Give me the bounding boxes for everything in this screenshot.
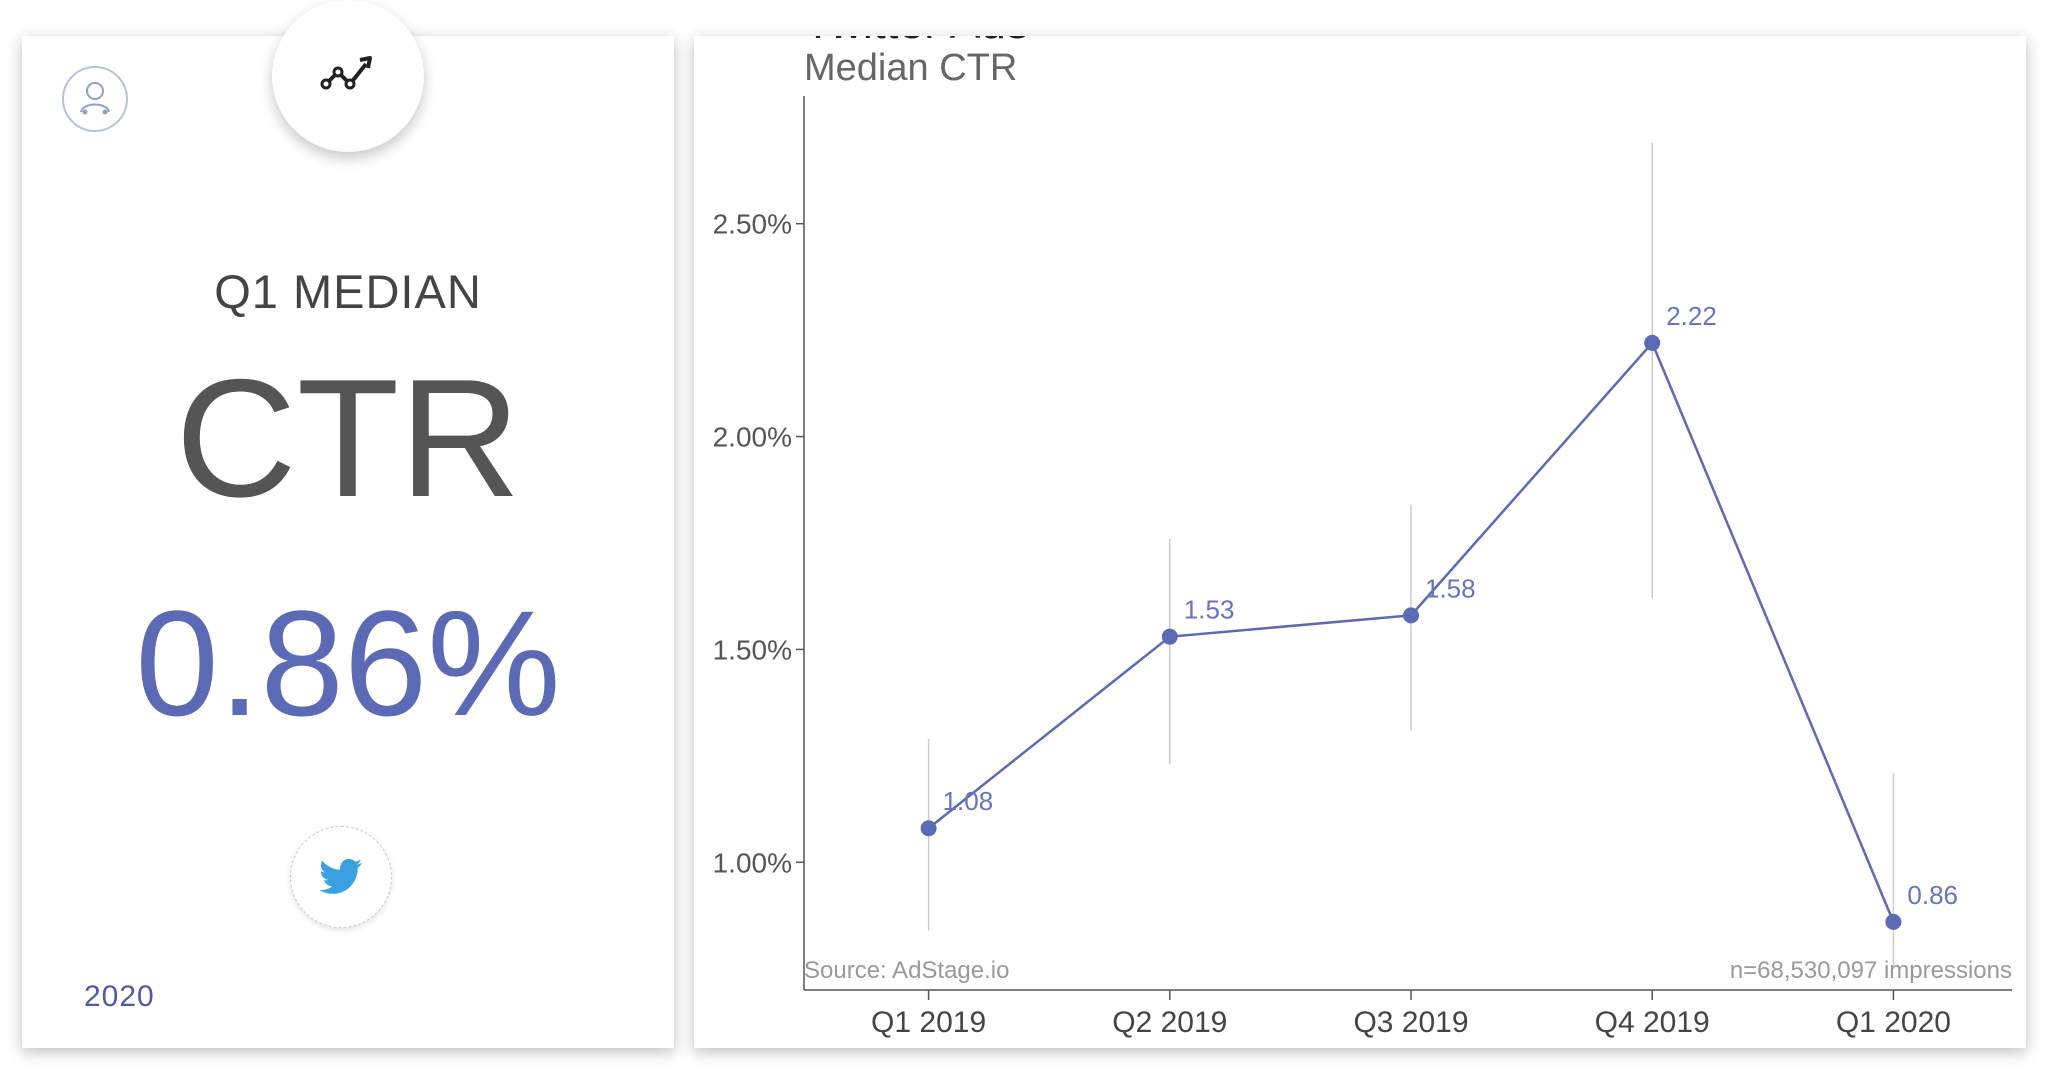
x-tick-label: Q1 2019 (871, 1006, 986, 1039)
data-point (1403, 607, 1419, 624)
user-profile-icon[interactable] (62, 66, 128, 132)
data-point (1885, 913, 1902, 930)
chart-title: Twitter Ads (804, 36, 1029, 48)
x-tick-label: Q2 2019 (1112, 1006, 1227, 1039)
x-tick-label: Q4 2019 (1595, 1006, 1710, 1039)
y-tick-label: 1.00% (713, 847, 792, 878)
metric-name: CTR (175, 344, 521, 532)
year-label: 2020 (84, 980, 155, 1013)
x-tick-label: Q3 2019 (1353, 1006, 1468, 1039)
x-tick-label: Q1 2020 (1836, 1006, 1951, 1039)
ctr-line-chart: Twitter Ads Median CTR 1.00% 1.50% 2.00% 2.… (713, 36, 2012, 1039)
plot-area: 1.00% 1.50% 2.00% 2.50% Q1 2019 Q2 2019 Q3 201… (713, 96, 2012, 1039)
quarter-median-label: Q1 MEDIAN (214, 265, 482, 318)
metric-value: 0.86% (135, 579, 561, 747)
data-point (1161, 628, 1178, 645)
y-tick-label: 2.00% (713, 422, 792, 453)
twitter-bird-icon[interactable] (290, 826, 392, 928)
data-label: 2.22 (1666, 301, 1717, 331)
data-label: 1.53 (1184, 595, 1235, 625)
y-tick-label: 1.50% (713, 634, 792, 665)
sample-size-annotation: n=68,530,097 impressions (1730, 957, 2012, 984)
data-label: 1.58 (1425, 573, 1476, 603)
source-annotation: Source: AdStage.io (804, 957, 1009, 984)
data-point (1644, 334, 1661, 351)
data-point (920, 820, 937, 837)
chart-card: Twitter Ads Median CTR 1.00% 1.50% 2.00% 2.… (694, 36, 2026, 1048)
trend-line-icon[interactable] (272, 0, 424, 152)
data-label: 1.08 (943, 786, 994, 816)
summary-card: Q1 MEDIAN CTR 0.86% 2020 (22, 0, 674, 1048)
data-label: 0.86 (1907, 880, 1958, 910)
y-tick-label: 2.50% (713, 209, 792, 240)
chart-subtitle: Median CTR (804, 47, 1017, 89)
